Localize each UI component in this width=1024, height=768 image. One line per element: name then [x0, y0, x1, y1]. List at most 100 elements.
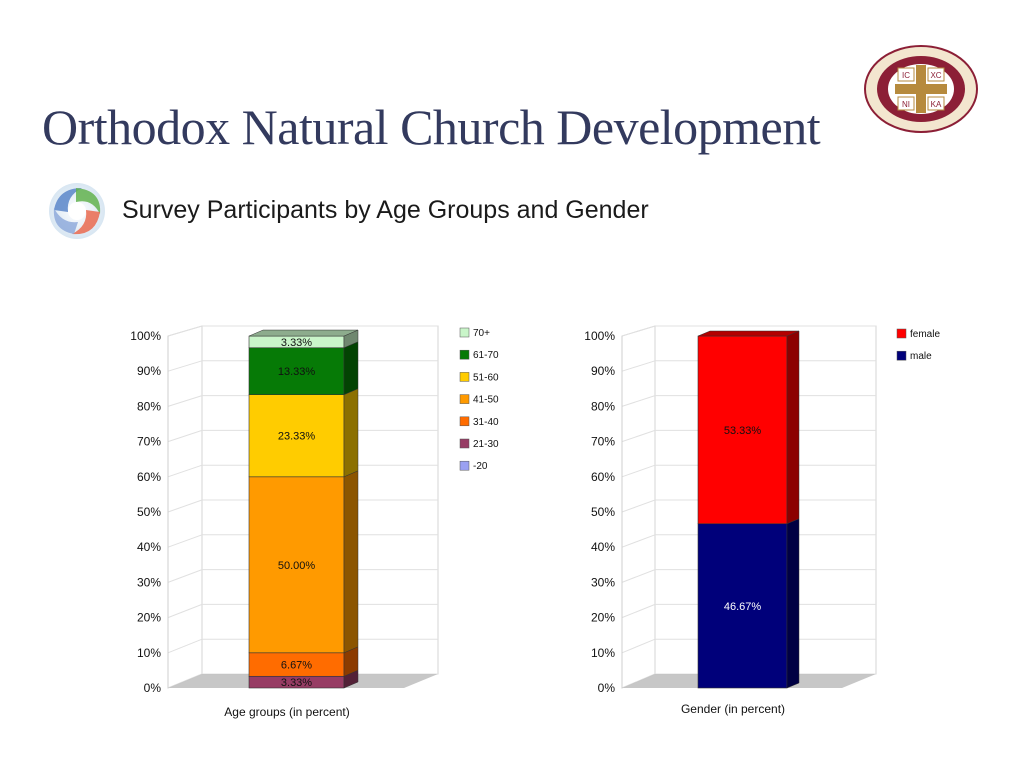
gridline [167, 603, 203, 619]
legend-label: 70+ [473, 328, 490, 339]
bar-face [248, 347, 345, 395]
gridline [167, 464, 203, 478]
logo-letters-ic: IC [902, 71, 910, 80]
x-axis-label: Gender (in percent) [681, 702, 785, 716]
gridline [621, 499, 656, 513]
data-label: 53.33% [724, 425, 762, 437]
bar-top [697, 330, 800, 337]
legend-swatch [459, 372, 470, 382]
data-label: 46.67% [724, 601, 762, 613]
legend-swatch [896, 328, 907, 339]
y-tick-label: 60% [137, 470, 161, 484]
legend-swatch [459, 349, 470, 360]
data-label: 13.33% [278, 366, 316, 378]
chart-2: 0% 10% 20% 30% 40% 50% 60% 70% 80% 90% 100% 46.67% 5… [584, 325, 940, 716]
bar-side [786, 518, 800, 689]
logo-letters-xc: XC [930, 71, 941, 80]
gridline [167, 534, 203, 548]
bar-face [697, 335, 788, 525]
legend-label: 21-30 [473, 439, 499, 450]
legend-swatch [459, 394, 470, 404]
y-tick-label: 90% [137, 364, 161, 378]
y-tick-label: 50% [591, 505, 615, 519]
page-title: Orthodox Natural Church Development [42, 99, 821, 155]
legend-swatch [459, 438, 470, 449]
gridline [167, 325, 203, 337]
bar-segment-31-40: 6.67% [248, 646, 359, 677]
gridline [167, 429, 203, 443]
y-tick-label: 30% [591, 575, 615, 589]
bar-segment-male: 46.67% [697, 518, 800, 689]
y-tick-label: 10% [137, 646, 161, 660]
y-tick-label: 60% [591, 470, 615, 484]
chart-1: 0%10%20%30%40%50%60%70%80%90%100%0.00%3.… [130, 325, 499, 719]
bar-segment-61-70: 13.33% [248, 341, 359, 396]
gridline [167, 638, 203, 654]
bar-segment-21-30: 3.33% [248, 669, 359, 689]
gridline [621, 360, 656, 372]
y-tick-label: 90% [591, 364, 615, 378]
y-tick-label: 80% [591, 399, 615, 413]
archdiocese-seal-logo: IC XC NI KA [864, 45, 978, 133]
data-label: 3.33% [281, 337, 312, 349]
legend-label: 41-50 [473, 395, 499, 406]
logo-letters-ni: NI [902, 100, 910, 109]
legend-swatch [459, 416, 470, 427]
chart-side-wall [167, 325, 203, 689]
gridline [621, 534, 656, 548]
y-tick-label: 40% [591, 540, 615, 554]
legend: female male [896, 328, 940, 362]
legend-swatch [459, 460, 470, 471]
gridline [621, 429, 656, 443]
gridline [167, 395, 203, 407]
x-axis-label: Age groups (in percent) [224, 705, 349, 719]
data-label: 23.33% [278, 431, 316, 443]
y-tick-label: 0% [598, 681, 616, 695]
gridline [167, 499, 203, 513]
bar-segment-female: 53.33% [697, 330, 800, 525]
bar-top [248, 329, 359, 337]
bar-side [343, 388, 359, 478]
bar-segment-41-50: 50.00% [248, 470, 359, 654]
y-tick-label: 100% [130, 329, 161, 343]
y-tick-label: 50% [137, 505, 161, 519]
legend-label: female [910, 329, 940, 340]
legend-label: 31-40 [473, 417, 499, 428]
bar-face [248, 394, 345, 478]
gridline [167, 360, 203, 372]
swirl-icon [49, 183, 105, 239]
legend-label: 61-70 [473, 350, 499, 361]
y-tick-label: 10% [591, 646, 615, 660]
y-tick-label: 40% [137, 540, 161, 554]
gridline [621, 638, 656, 654]
gridline [621, 395, 656, 407]
y-tick-label: 70% [591, 435, 615, 449]
legend-label: -20 [473, 461, 488, 472]
gridline [621, 464, 656, 478]
y-tick-label: 0% [144, 681, 162, 695]
data-label: 3.33% [281, 677, 312, 689]
legend-swatch [459, 327, 470, 338]
chart-side-wall [621, 325, 656, 689]
data-label: 6.67% [281, 660, 312, 672]
bar-side [786, 330, 800, 525]
y-tick-label: 80% [137, 399, 161, 413]
logo-letters-ka: KA [931, 100, 942, 109]
gridline [621, 603, 656, 619]
bar-side [343, 341, 359, 396]
legend-swatch [896, 350, 907, 361]
gridline [621, 325, 656, 337]
gridline [621, 569, 656, 583]
y-tick-label: 30% [137, 575, 161, 589]
legend-label: 51-60 [473, 372, 499, 383]
legend-label: male [910, 351, 932, 362]
bar-face [248, 476, 345, 654]
bar-segment-70+: 3.33% [248, 329, 359, 349]
chart-subtitle: Survey Participants by Age Groups and Ge… [122, 196, 649, 224]
y-tick-label: 70% [137, 435, 161, 449]
gridline [167, 569, 203, 583]
y-tick-label: 20% [591, 611, 615, 625]
data-label: 50.00% [278, 560, 316, 572]
y-tick-label: 20% [137, 611, 161, 625]
